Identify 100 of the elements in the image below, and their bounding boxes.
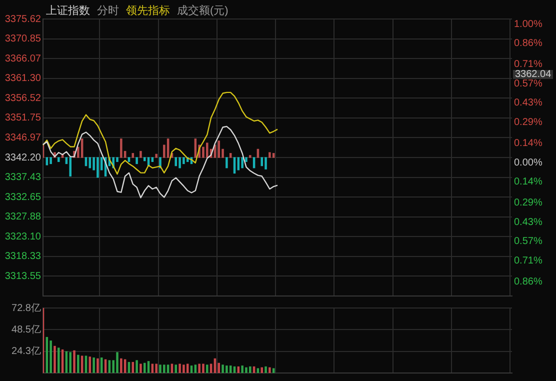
bar (202, 146, 204, 158)
y-tick-label: 24.3亿 (12, 346, 41, 358)
y2-tick-label: 0.29% (514, 117, 542, 128)
bar (218, 362, 220, 373)
bar (120, 138, 122, 158)
bar (182, 157, 185, 164)
bar (210, 364, 212, 373)
y-tick-label: 3370.85 (4, 34, 42, 45)
y-tick-label: 3332.65 (4, 192, 42, 203)
bar (77, 354, 80, 373)
y-tick-label: 3323.10 (4, 231, 42, 242)
bar (96, 358, 99, 373)
bar (256, 368, 260, 373)
bar (245, 367, 248, 373)
bar (136, 157, 138, 164)
text: 领先指标 (126, 5, 170, 17)
bar (264, 366, 267, 373)
bar (229, 153, 232, 158)
y-tick-label: 3356.52 (4, 92, 42, 104)
bar (170, 364, 174, 373)
y2-tick-label: 0.71% (514, 256, 542, 267)
bar (50, 157, 52, 164)
bar (50, 340, 52, 373)
y2-tick-label: 0.00% (514, 157, 542, 168)
bar (206, 364, 208, 373)
bar (202, 364, 204, 373)
bar (260, 367, 263, 373)
text: 成交额(元) (177, 5, 228, 17)
bar (140, 364, 142, 373)
bar (268, 367, 271, 373)
y2-tick-label: 0.29% (514, 197, 542, 208)
bar (69, 352, 72, 373)
bar (140, 150, 142, 158)
chart-title: 上证指数 (46, 5, 90, 17)
bar (46, 157, 48, 166)
bar (159, 364, 162, 373)
bar (226, 366, 228, 373)
bar (151, 157, 154, 162)
bar (58, 157, 60, 162)
y2-tick-label: 0.57% (514, 236, 542, 248)
y-tick-label: 3318.33 (4, 251, 42, 262)
y2-tick-label: 0.14% (514, 138, 542, 149)
bar (222, 364, 224, 373)
bar (178, 157, 181, 168)
bar (100, 357, 103, 373)
text: 3362.04 (513, 69, 554, 80)
y-tick-label: 72.8亿 (12, 302, 41, 314)
bar (241, 366, 244, 373)
bar (241, 157, 244, 168)
bar (272, 153, 275, 158)
bar (80, 356, 84, 373)
y2-tick-label: 0.86% (514, 38, 542, 50)
bar (249, 366, 252, 373)
bar (264, 157, 267, 170)
y-tick-label: 3351.75 (4, 112, 42, 124)
y-tick-label: 3327.88 (4, 212, 42, 223)
bar (260, 157, 263, 166)
bar (206, 142, 208, 158)
bar (54, 346, 56, 373)
bar (151, 364, 154, 373)
y2-tick-label: 0.43% (514, 98, 542, 109)
y-tick-label: 3313.55 (4, 270, 42, 282)
y-tick-label: 3366.07 (4, 53, 42, 64)
y-tick-label: 48.5亿 (12, 324, 41, 336)
bar (268, 152, 271, 158)
y-tick-label: 3346.97 (4, 132, 42, 144)
bar (198, 364, 200, 373)
bar (178, 364, 181, 373)
bar (116, 352, 118, 373)
bar (108, 360, 111, 373)
bar (249, 155, 252, 158)
y2-tick-label: 0.71% (514, 58, 542, 70)
text: 分时 (97, 5, 119, 17)
bar (226, 157, 228, 168)
bar (92, 357, 95, 373)
bar (186, 364, 189, 373)
bar (163, 364, 166, 373)
bar (84, 356, 88, 373)
y2-tick-label: 0.86% (514, 276, 542, 288)
y2-tick-label: 1.00% (514, 18, 542, 30)
y-tick-label: 3361.30 (4, 73, 42, 84)
bar (128, 157, 130, 162)
bar (132, 153, 134, 158)
bar (182, 364, 185, 373)
bar (155, 154, 158, 158)
y-tick-label: 3342.20 (4, 152, 42, 164)
bar (155, 364, 158, 373)
bar (96, 157, 99, 178)
y2-tick-label: 0.43% (514, 216, 542, 228)
bar (218, 140, 220, 158)
bar (272, 368, 275, 373)
bar (69, 157, 72, 176)
y2-tick-label: 0.57% (514, 78, 542, 90)
y2-tick-label: 0.14% (514, 176, 542, 188)
bar (136, 360, 138, 373)
bar (58, 348, 60, 373)
y-tick-label: 3375.62 (4, 14, 42, 25)
bar (237, 157, 240, 170)
bar (73, 350, 76, 373)
y-tick-label: 3337.43 (4, 172, 42, 184)
